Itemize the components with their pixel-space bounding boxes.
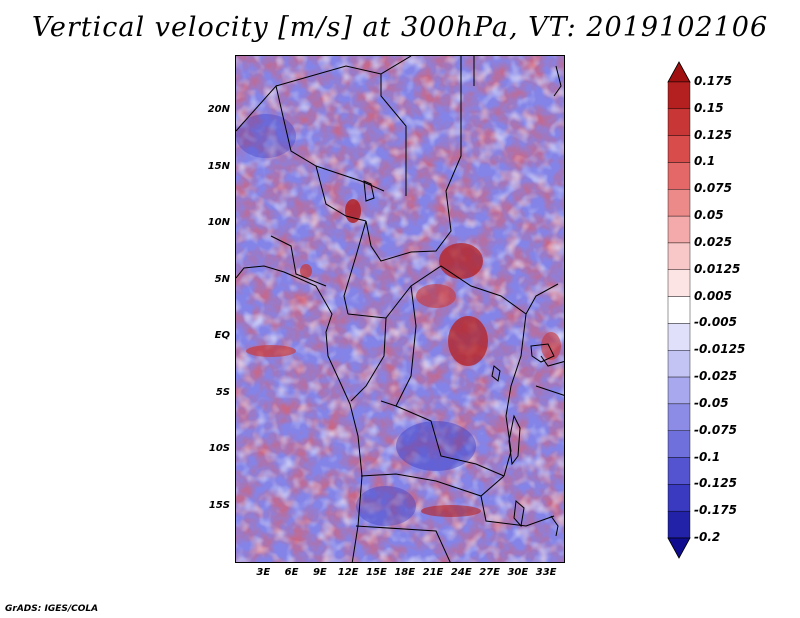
colorbar-bin xyxy=(667,376,691,405)
lat-tick-label: 10N xyxy=(207,217,230,229)
colorbar-bin xyxy=(667,510,691,539)
colorbar-bin xyxy=(667,430,691,458)
lon-tick-label: 3E xyxy=(256,567,271,578)
lat-tick-label: EQ xyxy=(214,330,230,342)
lon-tick-label: 27E xyxy=(479,567,500,578)
colorbar-bin xyxy=(667,323,691,351)
colorbar-tick-label: -0.2 xyxy=(694,530,721,544)
colorbar-bin xyxy=(667,189,691,217)
lat-tick-label: 10S xyxy=(208,443,230,455)
colorbar-top-cap xyxy=(667,61,691,83)
lon-tick-label: 30E xyxy=(507,567,529,578)
lat-tick-label: 5S xyxy=(215,386,230,398)
map-panel xyxy=(235,55,565,563)
colorbar-bin xyxy=(667,484,691,512)
colorbar-tick-label: -0.005 xyxy=(694,315,737,330)
colorbar-bottom-cap xyxy=(667,537,691,559)
lon-tick-label: 6E xyxy=(284,567,299,578)
colorbar xyxy=(667,61,691,559)
lat-tick-label: 5N xyxy=(214,273,230,285)
vertical-velocity-field xyxy=(236,56,564,562)
colorbar-tick-label: 0.125 xyxy=(694,127,732,142)
lon-tick-label: 24E xyxy=(450,567,472,578)
colorbar-tick-label: -0.0125 xyxy=(694,342,746,357)
colorbar-tick-label: -0.1 xyxy=(694,449,721,464)
colorbar-bin xyxy=(667,215,691,244)
lat-tick-label: 15S xyxy=(208,499,230,511)
colorbar-tick-label: 0.025 xyxy=(694,234,732,249)
colorbar-bin xyxy=(667,135,691,163)
lon-tick-label: 33E xyxy=(535,567,557,578)
lon-tick-label: 9E xyxy=(312,567,327,578)
lon-tick-label: 15E xyxy=(366,567,387,578)
colorbar-tick-label: -0.025 xyxy=(694,369,737,384)
colorbar-bin xyxy=(667,457,691,485)
colorbar-bin xyxy=(667,108,691,136)
colorbar-bin xyxy=(667,162,691,190)
colorbar-bin xyxy=(667,269,691,297)
colorbar-tick-label: 0.075 xyxy=(694,181,732,196)
credit-text: GrADS: IGES/COLA xyxy=(5,604,99,614)
colorbar-tick-label: 0.175 xyxy=(694,74,732,88)
lat-tick-label: 15N xyxy=(207,160,230,172)
colorbar-tick-label: 0.1 xyxy=(694,154,716,169)
colorbar-tick-label: 0.05 xyxy=(694,208,724,223)
colorbar-tick-label: 0.005 xyxy=(694,288,732,303)
colorbar-tick-label: 0.15 xyxy=(694,100,724,115)
lon-tick-label: 12E xyxy=(337,567,359,578)
colorbar-bin xyxy=(667,403,691,431)
lon-tick-label: 21E xyxy=(422,567,444,578)
country-borders xyxy=(236,56,564,562)
colorbar-tick-label: 0.0125 xyxy=(694,261,741,276)
lon-tick-label: 18E xyxy=(394,567,416,578)
colorbar-bin xyxy=(667,242,691,270)
colorbar-tick-label: -0.075 xyxy=(694,422,737,437)
colorbar-tick-label: -0.175 xyxy=(694,503,737,518)
field-neutral-pattern xyxy=(236,56,564,562)
colorbar-bin xyxy=(667,81,691,110)
colorbar-tick-label: -0.125 xyxy=(694,476,737,491)
colorbar-tick-label: -0.05 xyxy=(694,395,729,410)
lat-tick-label: 20N xyxy=(207,104,230,116)
strong-descent-areas xyxy=(236,114,476,526)
colorbar-bin xyxy=(667,296,691,324)
map-title: Vertical velocity [m/s] at 300hPa, VT: 2… xyxy=(31,12,769,43)
colorbar-bin xyxy=(667,350,691,378)
